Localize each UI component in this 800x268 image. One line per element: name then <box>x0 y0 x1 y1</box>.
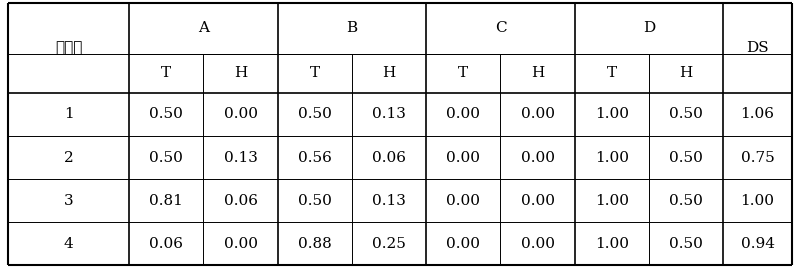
Text: 0.56: 0.56 <box>298 151 332 165</box>
Text: H: H <box>382 66 396 80</box>
Text: 1: 1 <box>64 107 74 121</box>
Text: 0.13: 0.13 <box>372 107 406 121</box>
Text: 0.94: 0.94 <box>741 237 774 251</box>
Text: 0.50: 0.50 <box>298 194 332 208</box>
Text: 0.06: 0.06 <box>372 151 406 165</box>
Text: 0.13: 0.13 <box>372 194 406 208</box>
Text: T: T <box>606 66 617 80</box>
Text: 0.06: 0.06 <box>223 194 258 208</box>
Text: 0.75: 0.75 <box>741 151 774 165</box>
Text: H: H <box>679 66 693 80</box>
Text: A: A <box>198 21 209 35</box>
Text: 0.00: 0.00 <box>223 237 258 251</box>
Text: 0.50: 0.50 <box>669 194 703 208</box>
Text: 0.50: 0.50 <box>669 151 703 165</box>
Text: T: T <box>458 66 468 80</box>
Text: 0.00: 0.00 <box>446 151 480 165</box>
Text: 0.00: 0.00 <box>521 194 554 208</box>
Text: 0.50: 0.50 <box>669 237 703 251</box>
Text: 0.13: 0.13 <box>224 151 258 165</box>
Text: T: T <box>162 66 171 80</box>
Text: 1.00: 1.00 <box>595 151 629 165</box>
Text: 0.00: 0.00 <box>446 237 480 251</box>
Text: 0.00: 0.00 <box>521 237 554 251</box>
Text: 1.06: 1.06 <box>741 107 774 121</box>
Text: DS: DS <box>746 41 769 55</box>
Text: H: H <box>234 66 247 80</box>
Text: 2: 2 <box>64 151 74 165</box>
Text: 3: 3 <box>64 194 74 208</box>
Text: 0.00: 0.00 <box>223 107 258 121</box>
Text: 0.50: 0.50 <box>298 107 332 121</box>
Text: 0.00: 0.00 <box>446 194 480 208</box>
Text: 0.50: 0.50 <box>669 107 703 121</box>
Text: 0.00: 0.00 <box>446 107 480 121</box>
Text: 0.88: 0.88 <box>298 237 332 251</box>
Text: C: C <box>494 21 506 35</box>
Text: H: H <box>531 66 544 80</box>
Text: 0.06: 0.06 <box>150 237 183 251</box>
Text: 0.50: 0.50 <box>150 107 183 121</box>
Text: 0.50: 0.50 <box>150 151 183 165</box>
Text: 0.81: 0.81 <box>150 194 183 208</box>
Text: 0.00: 0.00 <box>521 151 554 165</box>
Text: 1.00: 1.00 <box>595 194 629 208</box>
Text: D: D <box>643 21 655 35</box>
Text: 实施例: 实施例 <box>55 40 82 55</box>
Text: T: T <box>310 66 320 80</box>
Text: 0.00: 0.00 <box>521 107 554 121</box>
Text: 1.00: 1.00 <box>595 237 629 251</box>
Text: 1.00: 1.00 <box>741 194 774 208</box>
Text: 4: 4 <box>64 237 74 251</box>
Text: 0.25: 0.25 <box>372 237 406 251</box>
Text: B: B <box>346 21 358 35</box>
Text: 1.00: 1.00 <box>595 107 629 121</box>
